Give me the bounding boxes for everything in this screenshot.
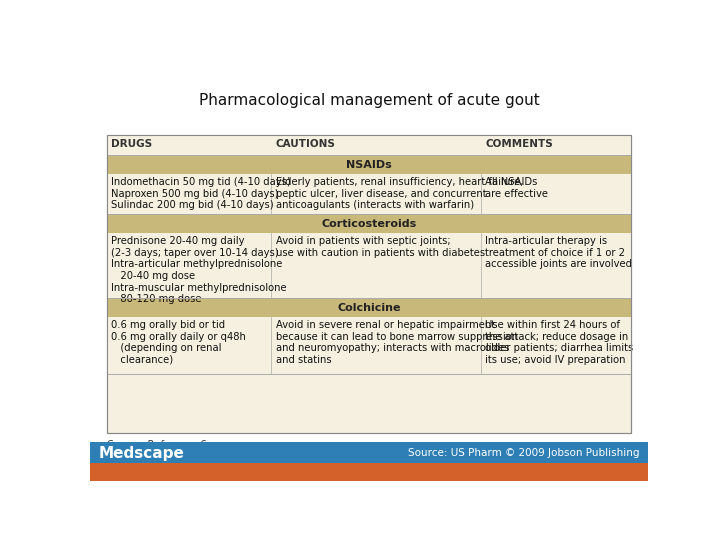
Bar	[107, 156, 631, 174]
Text: Elderly patients, renal insufficiency, heart failure,
peptic ulcer, liver diseas: Elderly patients, renal insufficiency, h…	[276, 177, 523, 210]
Bar	[107, 317, 631, 374]
Text: Corticosteroids: Corticosteroids	[321, 219, 417, 228]
Bar	[107, 299, 631, 317]
Bar	[107, 233, 631, 299]
Bar	[90, 442, 648, 465]
Text: Pharmacological management of acute gout: Pharmacological management of acute gout	[199, 93, 539, 107]
Bar	[107, 136, 631, 433]
Text: Source: US Pharm © 2009 Jobson Publishing: Source: US Pharm © 2009 Jobson Publishin…	[408, 448, 639, 458]
Text: Avoid in patients with septic joints;
use with caution in patients with diabetes: Avoid in patients with septic joints; us…	[276, 236, 485, 258]
Text: Source: Reference 6.: Source: Reference 6.	[107, 440, 209, 450]
Text: Avoid in severe renal or hepatic impairment
because it can lead to bone marrow s: Avoid in severe renal or hepatic impairm…	[276, 320, 518, 365]
Text: Medscape: Medscape	[99, 446, 184, 461]
Bar	[107, 136, 631, 433]
Text: DRUGS: DRUGS	[111, 139, 153, 149]
Bar	[107, 174, 631, 214]
Text: CAUTIONS: CAUTIONS	[276, 139, 336, 149]
Text: Indomethacin 50 mg tid (4-10 days)
Naproxen 500 mg bid (4-10 days)
Sulindac 200 : Indomethacin 50 mg tid (4-10 days) Napro…	[111, 177, 291, 210]
Text: Intra-articular therapy is
treatment of choice if 1 or 2
accessible joints are i: Intra-articular therapy is treatment of …	[485, 236, 632, 269]
Text: Use within first 24 hours of
the attack; reduce dosage in
older patients; diarrh: Use within first 24 hours of the attack;…	[485, 320, 634, 365]
Text: All NSAIDs
are effective: All NSAIDs are effective	[485, 177, 548, 199]
Text: NSAIDs: NSAIDs	[346, 160, 392, 170]
Text: Colchicine: Colchicine	[337, 302, 401, 313]
Text: COMMENTS: COMMENTS	[485, 139, 553, 149]
Text: Prednisone 20-40 mg daily
(2-3 days; taper over 10-14 days)
Intra-articular meth: Prednisone 20-40 mg daily (2-3 days; tap…	[111, 236, 287, 304]
Text: 0.6 mg orally bid or tid
0.6 mg orally daily or q48h
   (depending on renal
   c: 0.6 mg orally bid or tid 0.6 mg orally d…	[111, 320, 246, 365]
Bar	[107, 136, 631, 156]
Bar	[90, 463, 648, 481]
Bar	[107, 214, 631, 233]
